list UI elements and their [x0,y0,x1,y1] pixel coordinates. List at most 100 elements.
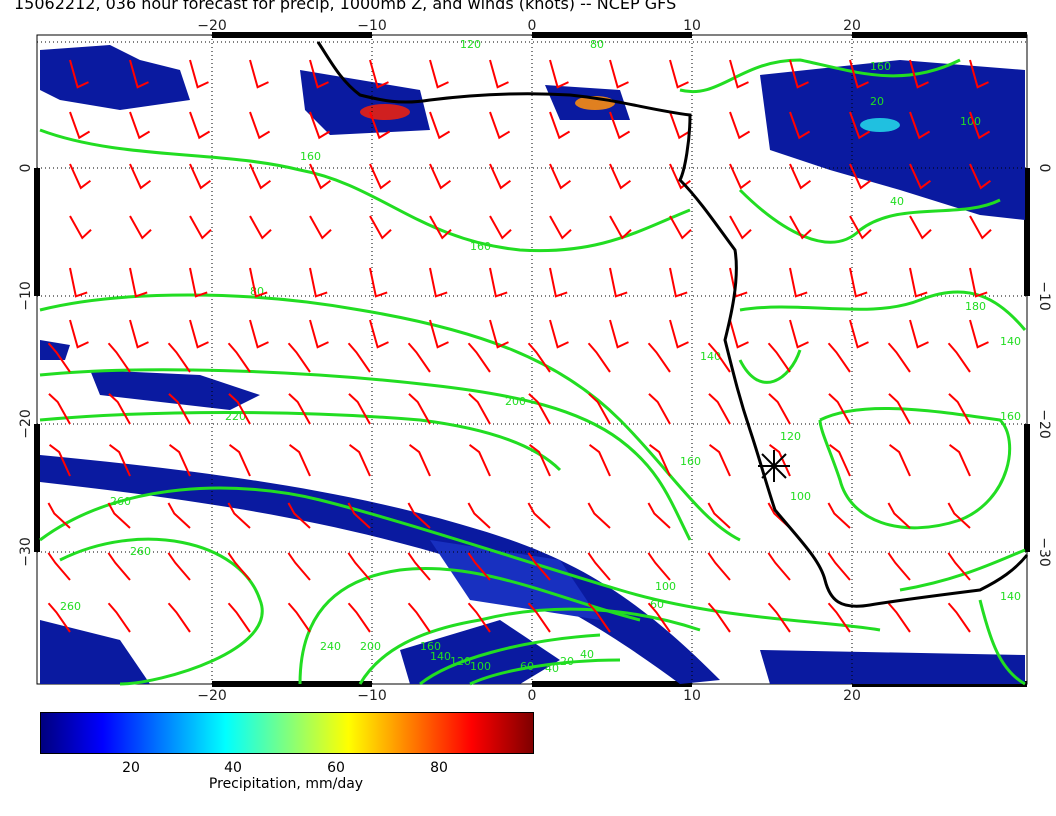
wind-barb [669,111,691,140]
wind-barb [729,215,752,240]
wind-barb [969,319,989,349]
wind-barb [588,444,611,477]
wind-barb [789,59,809,89]
wind-barb [587,602,611,633]
contour-label: 260 [130,545,151,558]
wind-barb [729,319,749,349]
wind-barb [69,267,88,298]
lat-tick: 0 [18,164,34,173]
contour-label: 260 [110,495,131,508]
wind-barb [129,267,148,298]
contour-label: 60 [650,598,664,611]
wind-barb [768,393,791,425]
wind-barb [249,59,269,89]
wind-barb [609,215,632,240]
lat-tick: −30 [1036,537,1052,567]
wind-barb [707,502,731,529]
precip-core-3 [860,118,900,132]
contour-label: 120 [450,655,471,668]
wind-barb [467,602,491,633]
wind-barb [789,215,812,240]
wind-barb [249,215,272,240]
wind-barb [827,552,851,581]
wind-barb [429,111,451,140]
wind-barb [309,163,332,190]
wind-barb [47,502,71,529]
lat-tick: −10 [1036,281,1052,311]
wind-barb [309,319,329,349]
wind-barb [708,444,731,477]
wind-barb [947,502,971,529]
lon-tick: 20 [843,18,861,34]
lat-tick: −20 [1036,409,1052,439]
contour-label: 140 [430,650,451,663]
wind-barb [309,59,329,89]
lon-ticks-top: −20 −10 0 10 20 [197,18,861,34]
lon-tick: 20 [843,688,861,704]
wind-barb [887,342,911,373]
precip-band-main [40,455,720,684]
wind-barb [587,502,611,529]
wind-barb [129,215,152,240]
precip-se [760,650,1025,684]
contour-label: 240 [320,640,341,653]
wind-barb [249,111,271,140]
wind-barb [948,444,971,477]
wind-barb [48,444,71,477]
wind-barb [587,552,611,581]
wind-barb [408,444,431,477]
wind-barb [287,502,311,529]
contour-label: 160 [300,150,321,163]
wind-barb [828,393,851,425]
wind-barb [849,59,869,89]
wind-barb [527,342,551,373]
wind-barb [249,319,269,349]
wind-barb [849,215,872,240]
wind-barb [167,502,191,529]
map-title: 15062212, 036 hour forecast for precip, … [14,0,677,13]
wind-barb [828,444,851,477]
wind-barb [228,393,251,425]
wind-barb [69,215,92,240]
wind-barb [467,552,491,581]
wind-barb [767,342,791,373]
wind-barb [549,163,572,190]
wind-barb [227,342,251,373]
wind-barb [549,215,572,240]
wind-barb [849,267,868,298]
lon-tick: −20 [197,18,227,34]
wind-barb [227,502,251,529]
wind-barb [167,602,191,633]
wind-barb [947,552,971,581]
wind-barb [167,342,191,373]
lat-ticks-right: 0 −10 −20 −30 [1036,164,1052,567]
contour-label: 180 [965,300,986,313]
wind-barb [429,59,449,89]
wind-barb [888,393,911,425]
wind-barb [549,267,568,298]
wind-barb [789,267,808,298]
wind-barb [47,552,71,581]
wind-barb [309,111,331,140]
wind-barb [549,111,571,140]
wind-barb [669,267,688,298]
wind-barb [588,393,611,425]
contour-label: 40 [580,648,594,661]
wind-barb [108,444,131,477]
wind-barb [227,602,251,633]
wind-barb [887,602,911,633]
wind-barb [647,602,671,633]
wind-barb [909,267,928,298]
wind-barb [429,319,449,349]
lon-tick: −20 [197,688,227,704]
wind-barb [489,59,509,89]
wind-barb [647,552,671,581]
wind-barb [189,59,209,89]
wind-barb [347,342,371,373]
contour-label: 100 [655,580,676,593]
contour-label: 160 [870,60,891,73]
lat-tick: 0 [1036,164,1052,173]
wind-barb [767,602,791,633]
wind-barb [609,267,628,298]
